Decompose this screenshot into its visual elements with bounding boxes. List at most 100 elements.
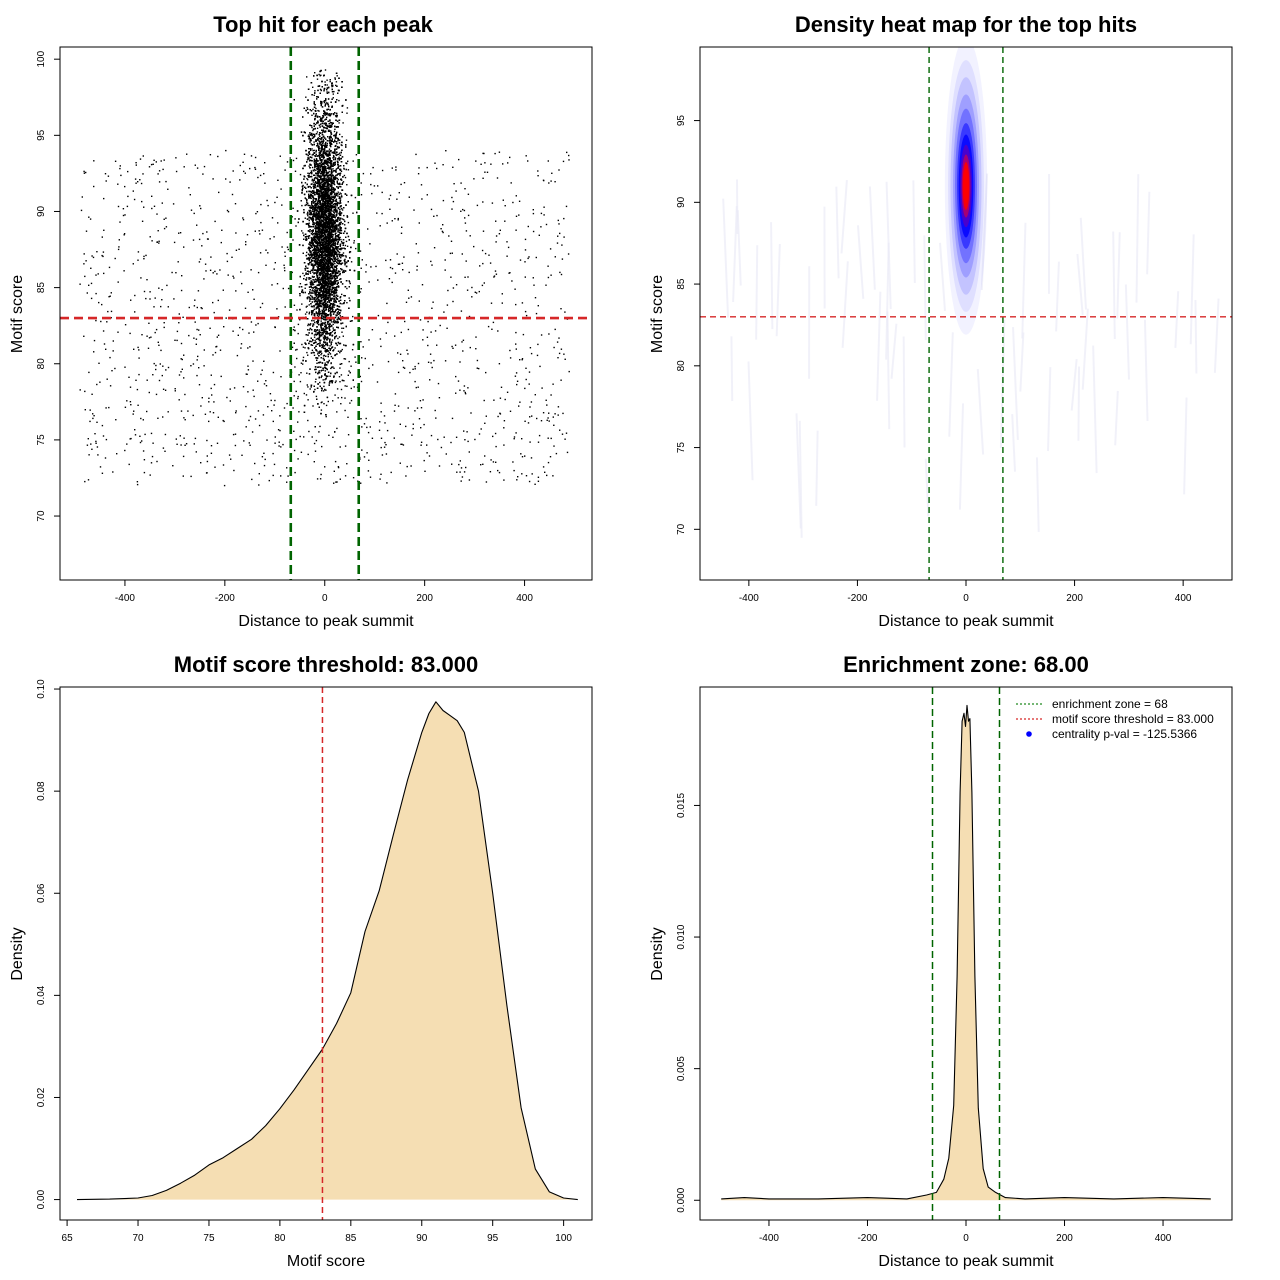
scatter-point bbox=[333, 183, 336, 186]
scatter-point bbox=[334, 230, 336, 233]
scatter-point bbox=[345, 256, 347, 258]
scatter-point bbox=[334, 332, 336, 335]
scatter-point bbox=[333, 203, 336, 205]
scatter-point bbox=[320, 161, 323, 164]
scatter-point bbox=[326, 154, 328, 156]
scatter-point bbox=[304, 217, 306, 219]
scatter-point bbox=[326, 322, 329, 324]
scatter-point bbox=[329, 309, 332, 311]
scatter-point bbox=[338, 343, 340, 345]
scatter-point bbox=[333, 223, 335, 226]
scatter-point bbox=[325, 127, 327, 129]
scatter-point bbox=[330, 114, 332, 116]
scatter-point bbox=[339, 168, 341, 170]
scatter-point bbox=[317, 329, 319, 331]
scatter-point bbox=[336, 242, 339, 245]
scatter-point bbox=[329, 323, 331, 325]
scatter-point bbox=[334, 137, 337, 139]
scatter-point bbox=[338, 219, 341, 221]
scatter-point bbox=[324, 145, 326, 147]
scatter-point bbox=[337, 247, 339, 249]
scatter-point bbox=[313, 134, 316, 136]
scatter-point bbox=[333, 319, 335, 321]
scatter-point bbox=[332, 93, 334, 95]
scatter-point bbox=[313, 330, 316, 332]
scatter-point bbox=[318, 306, 320, 308]
scatter-point bbox=[322, 390, 325, 392]
scatter-point bbox=[330, 224, 333, 227]
scatter-point bbox=[310, 237, 312, 239]
scatter-point bbox=[322, 327, 325, 329]
scatter-point bbox=[317, 182, 319, 185]
scatter-point bbox=[334, 235, 337, 238]
scatter-point bbox=[310, 143, 312, 145]
scatter-point bbox=[305, 96, 307, 98]
scatter-point bbox=[323, 216, 325, 218]
scatter-point bbox=[308, 216, 310, 218]
scatter-point bbox=[329, 143, 331, 145]
scatter-point bbox=[311, 219, 313, 221]
scatter-point bbox=[305, 272, 307, 274]
scatter-point bbox=[314, 90, 316, 92]
scatter-point bbox=[327, 150, 330, 152]
scatter-point bbox=[320, 353, 322, 356]
scatter-point bbox=[307, 178, 309, 181]
scatter-point bbox=[318, 314, 321, 316]
scatter-point bbox=[314, 249, 317, 252]
scatter-point bbox=[316, 145, 318, 147]
scatter-point bbox=[313, 279, 315, 281]
scatter-point bbox=[334, 337, 336, 340]
scatter-point bbox=[311, 148, 313, 150]
scatter-point bbox=[332, 175, 335, 177]
scatter-point bbox=[329, 232, 331, 234]
scatter-point bbox=[341, 144, 343, 147]
scatter-point bbox=[325, 102, 328, 104]
scatter-point bbox=[320, 255, 322, 257]
scatter-point bbox=[342, 327, 345, 329]
scatter-point bbox=[328, 285, 331, 288]
scatter-point bbox=[327, 361, 329, 363]
scatter-point bbox=[310, 233, 313, 235]
scatter-point bbox=[329, 326, 332, 328]
scatter-point bbox=[313, 94, 315, 96]
scatter-point bbox=[310, 170, 313, 172]
scatter-point bbox=[338, 152, 341, 154]
scatter-point bbox=[325, 367, 327, 370]
scatter-point bbox=[332, 308, 334, 311]
scatter-point bbox=[340, 238, 342, 241]
scatter-point bbox=[344, 224, 346, 226]
scatter-point bbox=[334, 316, 337, 319]
scatter-point bbox=[323, 339, 326, 341]
scatter-point bbox=[340, 170, 343, 172]
scatter-point bbox=[344, 244, 347, 247]
scatter-point bbox=[324, 233, 326, 236]
scatter-point bbox=[313, 354, 316, 356]
scatter-point bbox=[307, 264, 310, 266]
scatter-point bbox=[315, 245, 318, 247]
scatter-point bbox=[312, 222, 315, 224]
scatter-point bbox=[317, 171, 319, 173]
scatter-point bbox=[334, 208, 337, 210]
scatter-point bbox=[338, 336, 341, 338]
scatter-point bbox=[334, 257, 337, 259]
scatter-point bbox=[316, 265, 318, 268]
scatter-point bbox=[316, 332, 319, 334]
scatter-point bbox=[317, 296, 319, 299]
scatter-point bbox=[322, 322, 324, 324]
scatter-point bbox=[330, 187, 333, 189]
scatter-point bbox=[348, 360, 350, 363]
scatter-point bbox=[334, 347, 336, 349]
scatter-point bbox=[326, 239, 329, 242]
scatter-point bbox=[341, 218, 344, 220]
scatter-point bbox=[311, 298, 313, 300]
scatter-point bbox=[325, 187, 328, 190]
scatter-point bbox=[339, 197, 342, 199]
scatter-point bbox=[346, 287, 348, 290]
scatter-point bbox=[314, 123, 317, 126]
scatter-point bbox=[331, 297, 333, 299]
scatter-point bbox=[312, 108, 314, 111]
scatter-point bbox=[336, 137, 338, 139]
scatter-point bbox=[309, 159, 311, 161]
scatter-point bbox=[317, 185, 319, 188]
scatter-point bbox=[329, 120, 331, 122]
